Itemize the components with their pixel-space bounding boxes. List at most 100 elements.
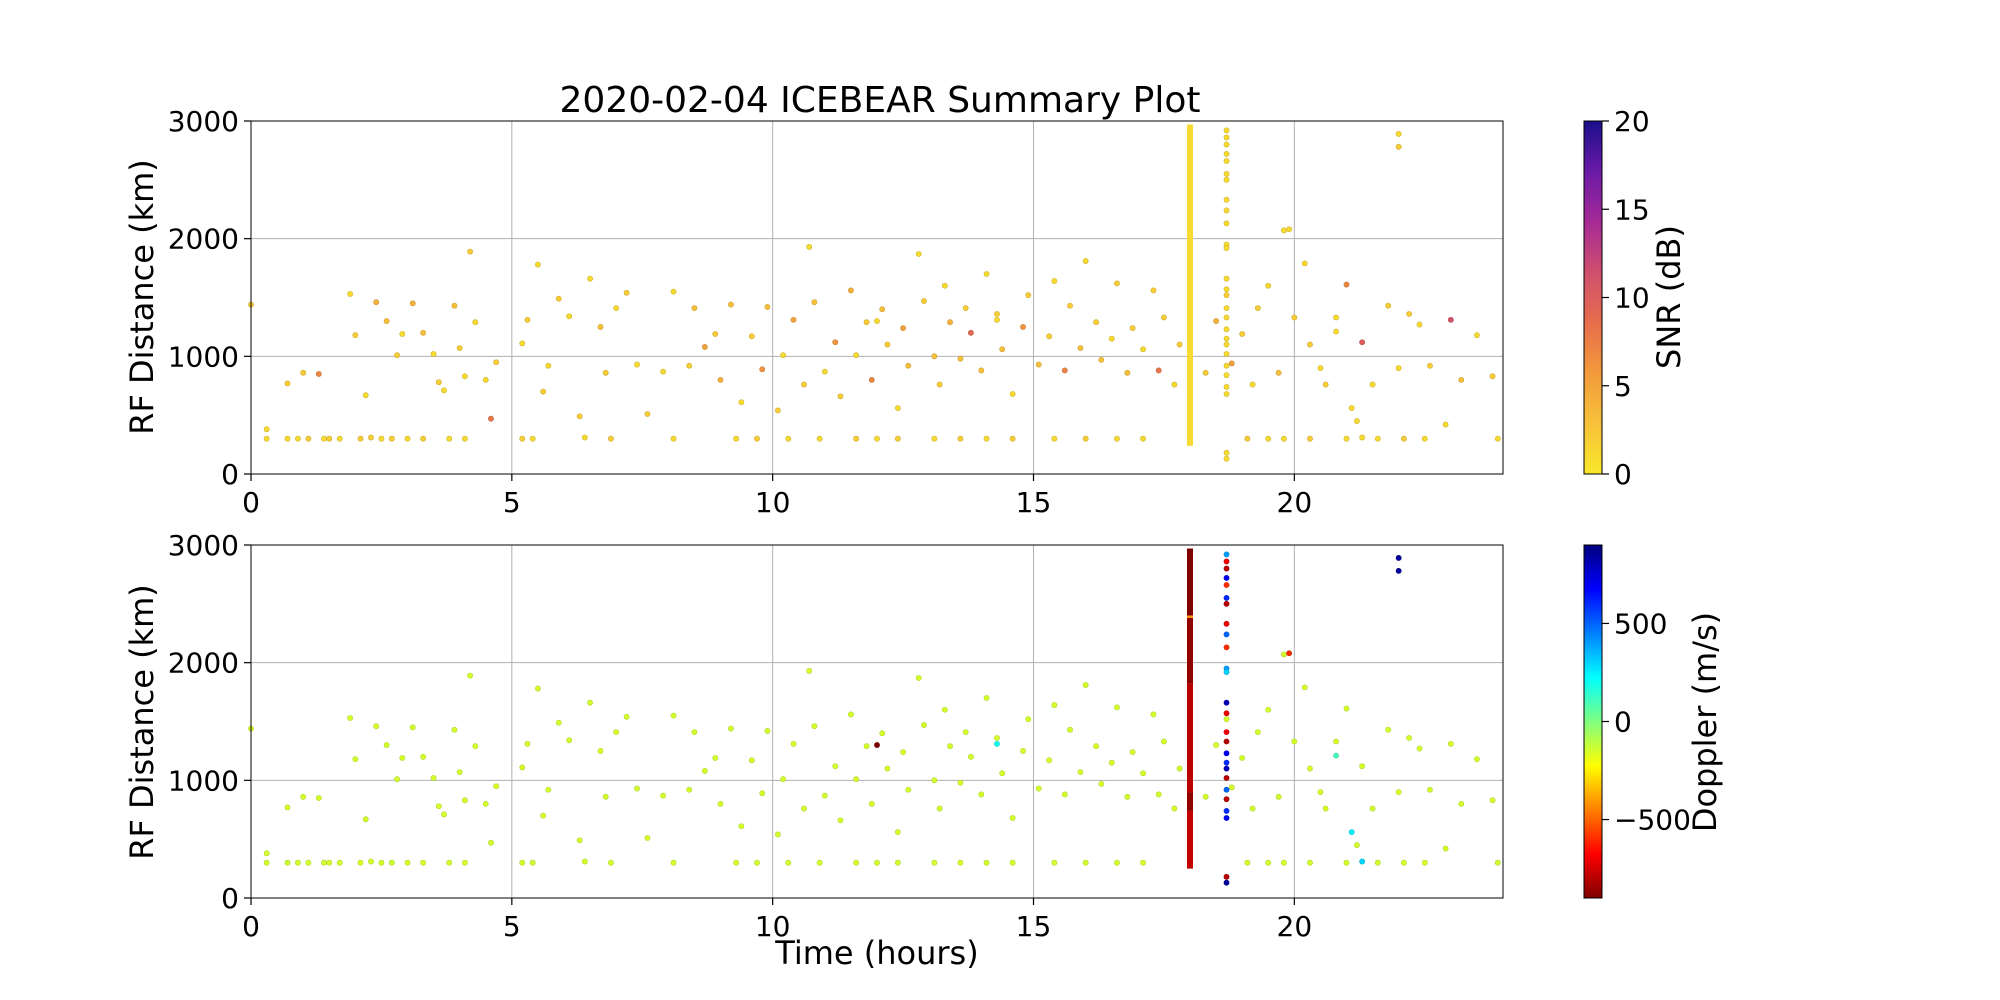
points-doppler xyxy=(248,548,1501,886)
data-point xyxy=(1322,381,1329,388)
data-point xyxy=(373,299,380,306)
data-point xyxy=(1223,134,1230,141)
data-point xyxy=(884,765,891,772)
data-point xyxy=(728,301,734,308)
data-point xyxy=(774,831,781,838)
data-point xyxy=(1223,775,1230,781)
data-point xyxy=(1161,738,1167,745)
data-point xyxy=(420,753,427,760)
data-point xyxy=(446,859,453,866)
data-point xyxy=(1223,335,1230,342)
data-point xyxy=(1359,763,1366,770)
data-point xyxy=(1281,651,1287,658)
data-point xyxy=(968,753,974,760)
data-point xyxy=(566,313,573,320)
data-point xyxy=(1301,684,1308,691)
data-point xyxy=(701,768,708,774)
data-point xyxy=(1176,765,1183,772)
data-point xyxy=(602,793,609,800)
data-point xyxy=(1291,314,1298,321)
data-point xyxy=(451,302,458,309)
data-point xyxy=(441,811,447,818)
data-point xyxy=(670,435,677,442)
data-point xyxy=(733,859,740,866)
data-point xyxy=(978,367,985,374)
data-point xyxy=(1400,859,1407,866)
y-tick-label: 1000 xyxy=(168,340,239,373)
data-point xyxy=(1291,738,1298,745)
data-point xyxy=(1369,805,1376,812)
colorbar-tick-label: 0 xyxy=(1614,706,1632,739)
data-point xyxy=(962,729,969,735)
colorbar-snr-label: SNR (dB) xyxy=(1650,225,1688,369)
data-point xyxy=(1213,742,1219,748)
y-axis-label-snr: RF Distance (km) xyxy=(123,159,161,435)
data-point xyxy=(284,859,291,866)
data-point xyxy=(1187,792,1193,811)
data-point xyxy=(816,859,823,866)
data-point xyxy=(1171,805,1178,812)
data-point xyxy=(1223,455,1230,462)
data-point xyxy=(1223,729,1230,735)
data-point xyxy=(806,244,813,250)
data-point xyxy=(1395,143,1402,150)
plot-frame-doppler xyxy=(250,544,1504,899)
data-point xyxy=(947,743,953,750)
data-point xyxy=(811,299,818,306)
data-point xyxy=(738,399,745,406)
data-point xyxy=(1489,373,1496,380)
data-point xyxy=(1035,361,1042,368)
data-point xyxy=(1223,631,1230,638)
data-point xyxy=(837,817,844,824)
data-point xyxy=(931,353,938,360)
data-point xyxy=(467,248,473,255)
data-point xyxy=(321,435,327,442)
data-point xyxy=(1223,207,1230,214)
data-point xyxy=(1077,345,1084,351)
data-point xyxy=(1494,435,1501,442)
data-point xyxy=(931,859,938,866)
data-point xyxy=(1343,281,1350,288)
data-point xyxy=(785,859,792,866)
data-point xyxy=(1176,341,1183,348)
data-point xyxy=(581,434,588,441)
data-point xyxy=(1093,319,1099,326)
data-point xyxy=(1046,333,1053,340)
data-point xyxy=(1223,759,1230,766)
data-point xyxy=(608,435,614,442)
data-point xyxy=(326,859,333,866)
data-point xyxy=(1265,706,1272,713)
data-point xyxy=(1223,286,1230,293)
y-ticks-doppler: 0 1000 2000 3000 xyxy=(168,529,251,915)
data-point xyxy=(1202,369,1209,376)
data-point xyxy=(362,816,369,823)
data-point xyxy=(581,858,588,865)
data-point xyxy=(1223,738,1230,745)
data-point xyxy=(853,435,860,442)
data-point xyxy=(295,435,301,442)
data-point xyxy=(263,435,270,442)
data-point xyxy=(1249,381,1256,388)
data-point xyxy=(1223,644,1230,651)
data-point xyxy=(957,435,964,442)
data-point xyxy=(1223,565,1230,572)
y-tick-label: 2000 xyxy=(168,223,239,256)
data-point xyxy=(1213,318,1219,324)
data-point xyxy=(472,319,479,326)
data-point xyxy=(545,362,552,369)
data-point xyxy=(1077,769,1084,775)
data-point xyxy=(357,435,364,442)
plot-frame-snr xyxy=(250,120,1504,475)
data-point xyxy=(1447,740,1454,747)
data-point xyxy=(1281,859,1287,866)
data-point xyxy=(1275,793,1282,800)
data-point xyxy=(863,319,870,326)
data-point xyxy=(284,435,291,442)
data-point xyxy=(1333,328,1339,335)
data-point xyxy=(1348,405,1355,412)
data-point xyxy=(999,770,1006,777)
data-point xyxy=(1098,356,1105,363)
data-point xyxy=(623,289,630,296)
data-point xyxy=(1395,365,1402,371)
